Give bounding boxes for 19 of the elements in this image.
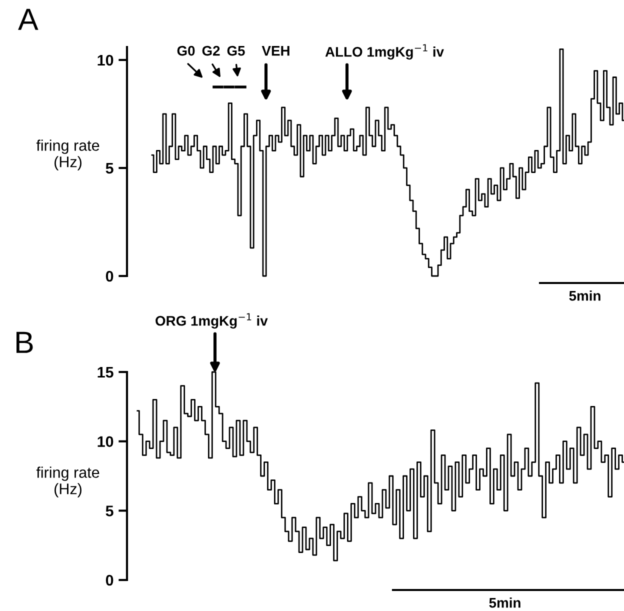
chart-title: A	[18, 8, 38, 30]
y-tick-label: 0	[106, 270, 114, 282]
y-tick-label: 5	[106, 506, 114, 516]
y-tick-label: 15	[98, 367, 114, 378]
y-axis-title: firing rate (Hz)	[36, 466, 100, 498]
annotation: VEH	[262, 46, 290, 56]
text: 5min	[489, 598, 520, 608]
y-tick-label: 10	[98, 54, 114, 66]
annotation: G5	[227, 46, 245, 56]
annotation: ALLO 1mgKg$^{−1}$ iv	[325, 44, 444, 60]
y-tick-label: 10	[98, 436, 114, 448]
annotation: G0	[177, 46, 195, 56]
y-tick-label: 0	[106, 574, 114, 586]
chart-title: B	[16, 332, 33, 353]
text: 5min	[569, 290, 600, 301]
annotation: G2	[202, 46, 220, 56]
y-tick-label: 5	[106, 163, 114, 174]
y-axis-title: firing rate (Hz)	[36, 140, 100, 170]
text: ORG 1mgKg$^{−1}$ iv	[156, 313, 268, 329]
